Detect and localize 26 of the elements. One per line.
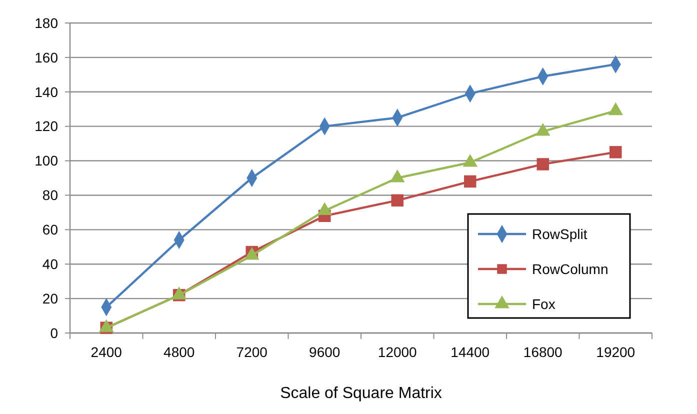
y-tick-label: 80: [42, 187, 58, 204]
y-tick-label: 0: [50, 324, 58, 341]
y-tick-label: 20: [42, 290, 58, 306]
x-tick-label: 9600: [309, 344, 340, 360]
x-tick-label: 2400: [90, 344, 122, 360]
legend-label: RowColumn: [532, 260, 608, 277]
x-axis-title: Scale of Square Matrix: [280, 385, 442, 402]
y-tick-label: 40: [42, 256, 58, 272]
point: [536, 158, 549, 170]
y-tick-label: 100: [34, 152, 58, 169]
x-tick-label: 16800: [523, 344, 563, 360]
x-tick-label: 19200: [596, 344, 636, 360]
x-tick-label: 14400: [450, 344, 490, 360]
x-tick-label: 4800: [164, 344, 195, 360]
y-tick-label: 160: [34, 49, 58, 66]
y-tick-label: 140: [34, 84, 58, 100]
y-tick-label: 60: [42, 222, 58, 238]
legend-label: Fox: [532, 296, 556, 312]
y-tick-label: 120: [34, 118, 58, 134]
point: [610, 146, 622, 158]
x-tick-label: 12000: [378, 344, 418, 360]
point: [391, 194, 404, 207]
y-tick-label: 180: [34, 14, 58, 31]
point: [464, 175, 476, 188]
legend-label: RowSplit: [532, 226, 588, 242]
x-tick-label: 7200: [236, 344, 268, 360]
